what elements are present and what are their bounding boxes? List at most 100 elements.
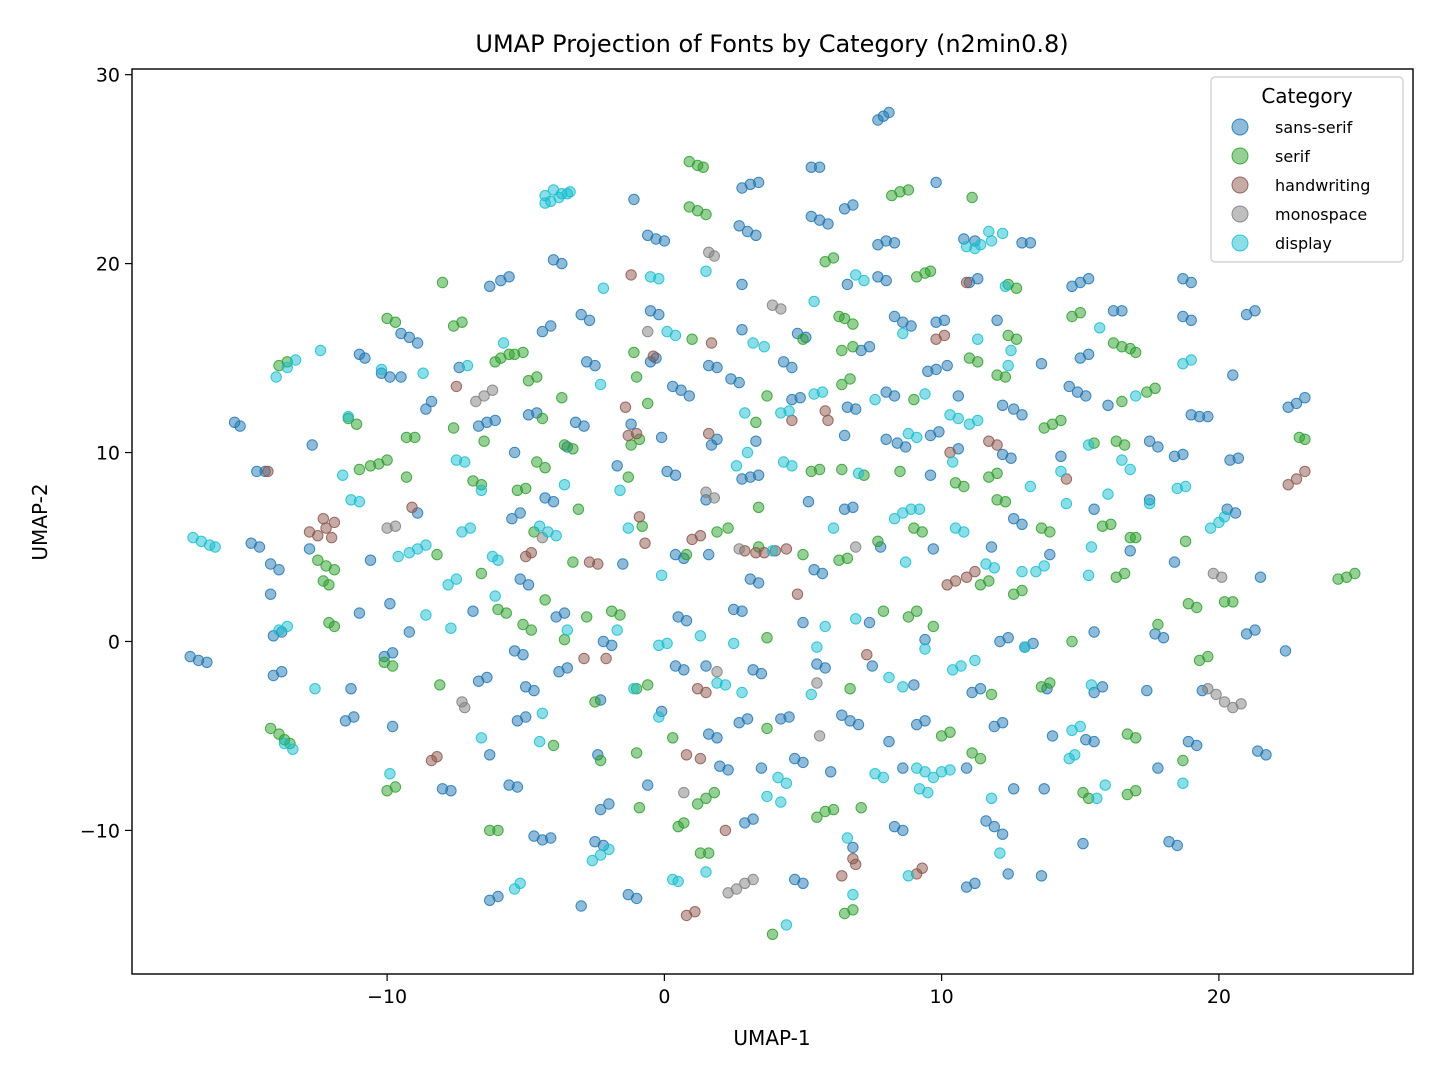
data-point [1016, 584, 1028, 597]
data-point [1082, 348, 1095, 360]
data-point [847, 888, 859, 901]
data-point [1290, 397, 1303, 410]
data-point [594, 849, 607, 861]
data-point [880, 274, 892, 287]
data-point [902, 870, 915, 882]
data-point [506, 513, 518, 525]
data-point [802, 496, 815, 508]
data-point [389, 316, 402, 328]
y-axis-label: UMAP-2 [28, 483, 52, 560]
data-point [844, 373, 856, 385]
series-handwriting [262, 269, 1311, 922]
data-point [797, 333, 809, 345]
data-point [1232, 452, 1245, 464]
data-point [811, 811, 823, 823]
data-point [736, 278, 748, 291]
data-point [417, 367, 429, 379]
x-tick-label: 0 [658, 986, 670, 1008]
data-point [614, 609, 626, 621]
data-point [264, 722, 277, 735]
data-point [636, 520, 648, 532]
data-point [728, 637, 740, 650]
data-point [478, 390, 490, 402]
data-point [1118, 567, 1131, 580]
data-point [991, 439, 1003, 451]
data-point [752, 469, 765, 481]
data-point [475, 567, 488, 580]
data-point [919, 715, 931, 727]
data-point [511, 781, 524, 793]
data-point [575, 308, 587, 321]
data-point [403, 331, 415, 343]
data-point [1038, 560, 1050, 572]
data-point [924, 469, 937, 481]
data-point [827, 522, 840, 534]
data-point [822, 218, 834, 230]
data-point [1030, 565, 1042, 578]
data-point [996, 828, 1009, 840]
data-point [594, 803, 607, 816]
y-tick-label: 0 [108, 631, 120, 653]
data-point [273, 564, 285, 576]
data-point [1102, 488, 1114, 500]
data-point [741, 446, 754, 459]
data-point [1069, 749, 1081, 761]
data-point [786, 361, 798, 374]
data-point [924, 265, 937, 277]
data-point [434, 679, 446, 691]
data-point [375, 363, 388, 376]
data-point [1008, 783, 1020, 795]
data-point [686, 333, 698, 345]
data-point [411, 337, 424, 349]
data-point [850, 858, 862, 871]
data-point [747, 337, 759, 349]
data-point [384, 768, 396, 780]
data-point [1290, 473, 1303, 485]
data-point [805, 688, 817, 701]
data-point [1227, 596, 1239, 608]
data-point [337, 469, 349, 481]
data-point [755, 762, 768, 774]
data-point [822, 414, 834, 427]
data-point [747, 873, 759, 886]
data-point [359, 352, 371, 364]
data-point [996, 227, 1009, 240]
data-point [630, 747, 643, 759]
data-point [628, 346, 640, 359]
data-point [1016, 565, 1028, 578]
data-point [270, 371, 282, 383]
data-point [994, 847, 1006, 859]
data-point [888, 237, 901, 249]
data-point [489, 414, 501, 427]
data-point [1179, 480, 1192, 493]
data-point [761, 390, 773, 402]
data-point [309, 683, 321, 695]
data-point [872, 535, 884, 547]
data-point [1085, 679, 1098, 691]
data-point [680, 749, 693, 761]
data-point [752, 501, 765, 513]
data-point [420, 403, 432, 415]
data-point [381, 785, 393, 797]
data-point [1130, 346, 1142, 359]
legend-title: Category [1261, 84, 1353, 108]
data-point [1044, 548, 1056, 561]
data-point [700, 660, 712, 672]
data-point [1038, 783, 1050, 795]
data-point [1177, 777, 1189, 789]
data-point [325, 531, 338, 544]
data-point [919, 388, 931, 400]
data-point [606, 639, 618, 651]
data-point [999, 371, 1012, 383]
data-point [503, 271, 515, 283]
data-point [1105, 518, 1117, 530]
legend-marker [1231, 234, 1249, 252]
data-point [1044, 677, 1056, 689]
data-point [1088, 735, 1100, 748]
data-point [974, 752, 987, 765]
data-point [1055, 465, 1067, 478]
data-point [908, 679, 920, 691]
data-point [678, 817, 690, 829]
data-point [736, 605, 748, 617]
